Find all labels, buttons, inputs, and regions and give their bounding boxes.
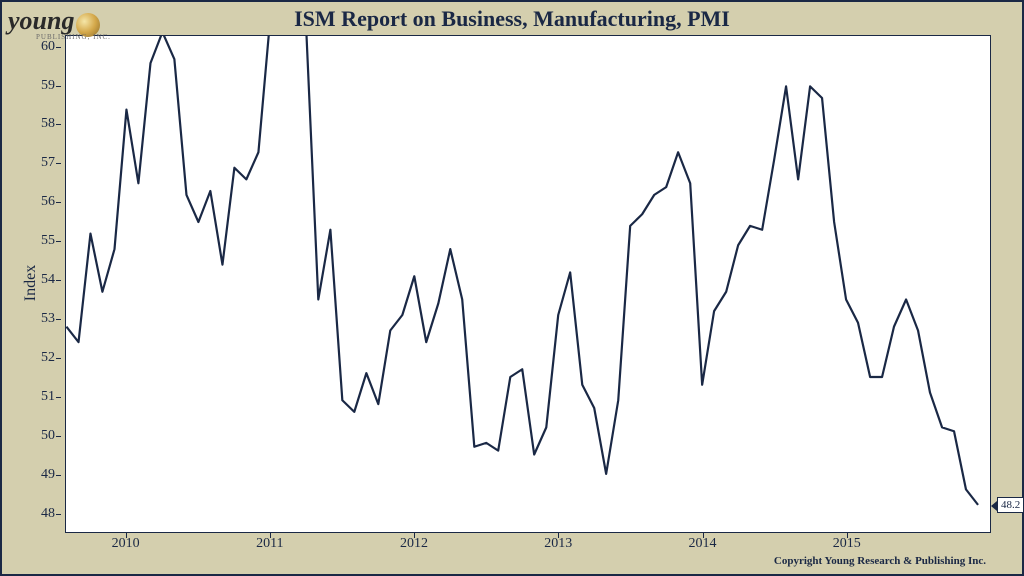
y-tick-label: 55	[41, 233, 55, 249]
line-series	[66, 36, 990, 532]
y-tick-label: 54	[41, 272, 55, 288]
logo-subtitle: PUBLISHING, INC.	[36, 33, 111, 41]
y-tick-label: 51	[41, 389, 55, 405]
x-tick-label: 2015	[833, 536, 861, 552]
x-tick-label: 2012	[400, 536, 428, 552]
chart-container: young PUBLISHING, INC. ISM Report on Bus…	[0, 0, 1024, 576]
y-tick-label: 57	[41, 155, 55, 171]
plot-area	[65, 35, 991, 533]
x-tick-label: 2011	[256, 536, 283, 552]
copyright-text: Copyright Young Research & Publishing In…	[774, 555, 986, 567]
chart-title: ISM Report on Business, Manufacturing, P…	[2, 6, 1022, 32]
y-axis-label: Index	[22, 265, 40, 301]
y-tick-label: 52	[41, 350, 55, 366]
x-tick-label: 2014	[689, 536, 717, 552]
y-tick-label: 48	[41, 506, 55, 522]
y-tick-label: 59	[41, 78, 55, 94]
logo-brand-text: young	[8, 6, 74, 36]
x-tick-label: 2013	[544, 536, 572, 552]
y-tick-label: 56	[41, 194, 55, 210]
y-tick-label: 58	[41, 116, 55, 132]
x-tick-label: 2010	[112, 536, 140, 552]
y-tick-label: 50	[41, 428, 55, 444]
end-value-label: 48.2	[997, 497, 1024, 513]
publisher-logo: young PUBLISHING, INC.	[8, 6, 111, 41]
y-tick-label: 49	[41, 467, 55, 483]
y-tick-label: 53	[41, 311, 55, 327]
